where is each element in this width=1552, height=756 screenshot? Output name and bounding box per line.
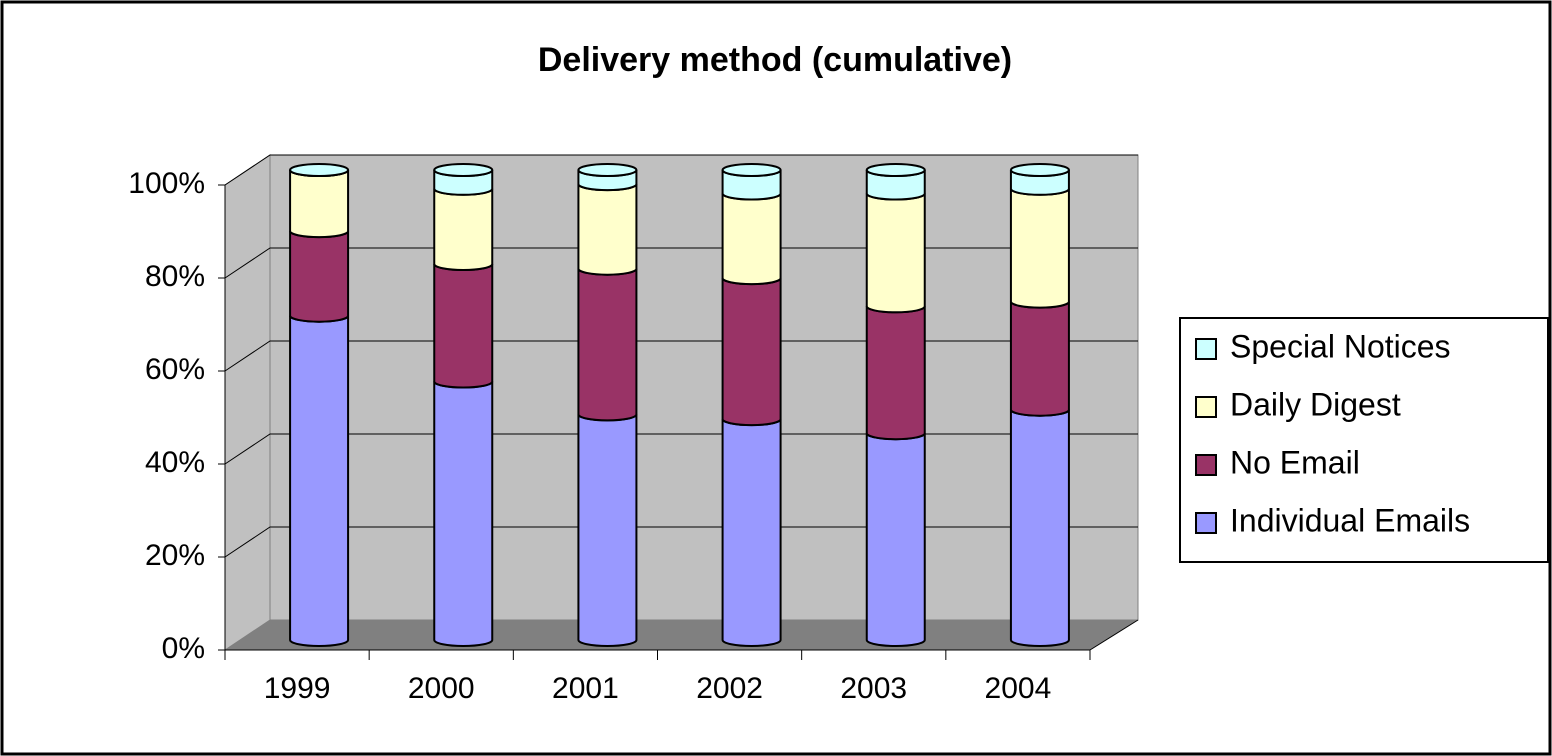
floor-edge — [1089, 619, 1139, 651]
bar-top — [721, 163, 782, 177]
bar-segment — [1009, 188, 1070, 309]
x-tick-label: 2000 — [408, 672, 475, 705]
bar-segment — [1009, 409, 1070, 647]
bar-top — [1009, 163, 1070, 177]
bar-segment — [865, 193, 926, 314]
bar-segment — [865, 305, 926, 441]
legend-swatch — [1195, 338, 1217, 360]
bar-segment — [433, 381, 494, 647]
bar-segment — [721, 418, 782, 647]
grid-line — [224, 526, 1138, 558]
legend-swatch — [1195, 396, 1217, 418]
bar-segment — [721, 193, 782, 286]
x-tick-label: 1999 — [264, 672, 331, 705]
x-tick-label: 2004 — [985, 672, 1052, 705]
legend-label: Individual Emails — [1230, 502, 1470, 538]
y-tick-label: 60% — [145, 353, 205, 386]
bar-top — [433, 163, 494, 177]
legend-swatch — [1195, 512, 1217, 534]
floor — [225, 620, 1138, 650]
grid-line — [224, 154, 1138, 186]
x-tick-label: 2002 — [696, 672, 763, 705]
legend-label: Daily Digest — [1230, 386, 1401, 422]
y-tick-label: 20% — [145, 539, 205, 572]
y-tick-label: 40% — [145, 446, 205, 479]
y-tick-label: 100% — [128, 167, 205, 200]
bar-segment — [577, 414, 638, 647]
legend-label: Special Notices — [1230, 328, 1451, 364]
legend-label: No Email — [1230, 444, 1360, 480]
legend-swatch — [1195, 454, 1217, 476]
bar-segment — [865, 432, 926, 647]
legend — [1179, 317, 1549, 563]
bar-segment — [289, 230, 350, 323]
side-wall — [224, 154, 271, 651]
bar-segment — [289, 315, 350, 647]
chart-title: Delivery method (cumulative) — [538, 41, 1012, 79]
x-tick-label: 2001 — [552, 672, 619, 705]
grid-line — [224, 433, 1138, 465]
y-tick-label: 0% — [162, 632, 205, 665]
bar-top — [865, 163, 926, 177]
bar-segment — [1009, 301, 1070, 417]
y-tick-label: 80% — [145, 260, 205, 293]
bar-top — [577, 163, 638, 177]
grid-line — [224, 340, 1138, 372]
bar-segment — [433, 263, 494, 389]
back-wall — [269, 154, 1139, 621]
bar-segment — [577, 268, 638, 422]
bar-segment — [433, 188, 494, 271]
bar-segment — [577, 183, 638, 276]
x-tick-label: 2003 — [840, 672, 907, 705]
bar-segment — [721, 277, 782, 427]
bar-top — [289, 163, 350, 177]
grid-line — [224, 247, 1138, 279]
bar-segment — [289, 169, 350, 239]
